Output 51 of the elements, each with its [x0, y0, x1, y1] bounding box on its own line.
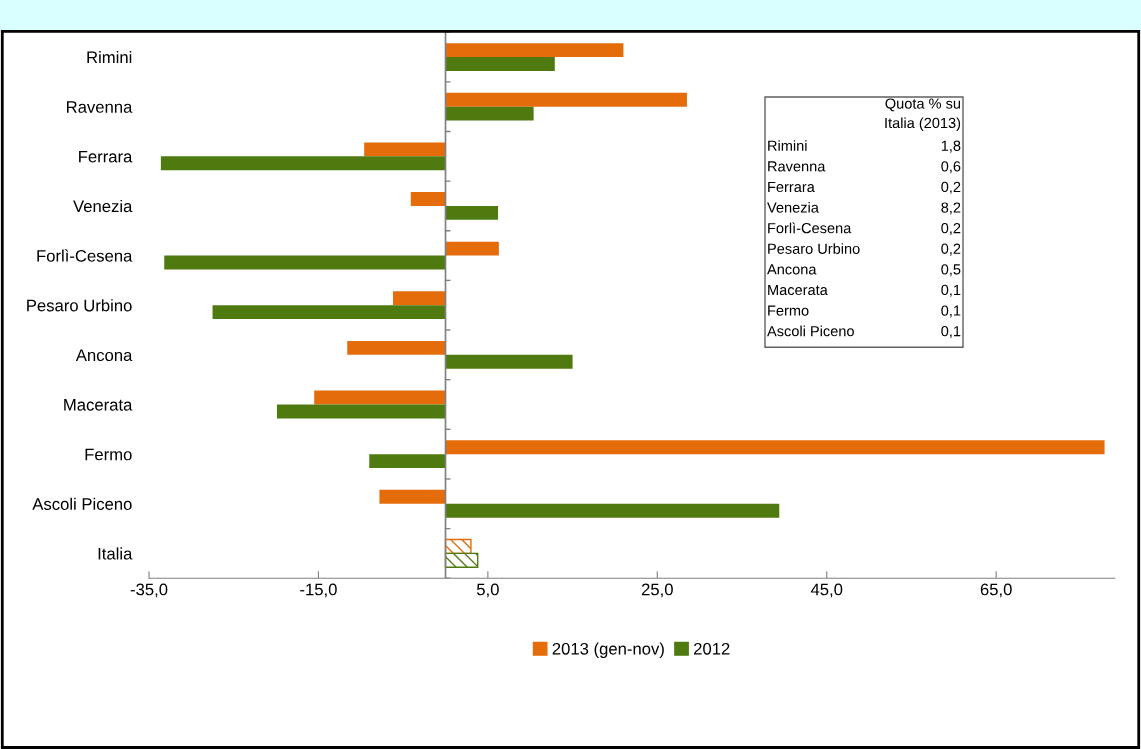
text: Ascoli Piceno 0,1 — [767, 325, 961, 339]
x-tick-label: -35,0 — [130, 583, 168, 598]
y-tick-label: Rimini — [87, 50, 132, 64]
x-tick-label: 5,0 — [476, 583, 499, 598]
bar — [444, 552, 479, 569]
bar — [212, 305, 446, 320]
text: Pesaro Urbino 0,2 — [768, 243, 961, 256]
bar — [160, 156, 446, 171]
bar — [392, 291, 446, 306]
y-tick-label: Italia — [98, 547, 133, 560]
bar — [369, 454, 446, 469]
text: Forlì-Cesena 0,2 — [768, 222, 961, 236]
bar — [445, 241, 499, 256]
bar — [445, 503, 780, 518]
bar — [164, 255, 446, 270]
text: Venezia 8,2 — [767, 202, 961, 215]
text: Rimini 1,8 — [768, 140, 961, 153]
bar — [445, 354, 573, 369]
bar — [379, 489, 446, 504]
y-tick-label: Ferrara — [79, 150, 133, 163]
y-tick-label: Pesaro Urbino — [27, 299, 132, 312]
x-tick-label: 45,0 — [810, 583, 843, 598]
x-tick-label: 65,0 — [980, 583, 1012, 598]
bar — [314, 390, 446, 405]
bar — [445, 205, 499, 220]
text: Ferrara 0,2 — [768, 181, 961, 194]
legend-label: 2012 — [694, 642, 730, 655]
bar — [445, 43, 624, 58]
bar — [445, 440, 1105, 455]
legend-label: 2013 (gen-nov) — [552, 642, 664, 658]
text: Macerata 0,1 — [768, 284, 961, 297]
bar — [364, 142, 446, 157]
text: Ravenna 0,6 — [768, 161, 961, 174]
y-tick-label: Venezia — [73, 199, 133, 213]
y-tick-label: Fermo — [85, 448, 132, 461]
y-tick-label: Ancona — [75, 349, 133, 362]
bar — [445, 92, 687, 107]
y-tick-label: Ravenna — [67, 101, 133, 113]
annotation: Quota % su Italia (2013) — [885, 98, 961, 131]
bar — [410, 192, 446, 206]
y-tick-label: Forlì-Cesena — [37, 249, 133, 262]
x-tick-label: -15,0 — [300, 583, 337, 598]
y-tick-label: Ascoli Piceno — [32, 497, 132, 510]
text: Fermo 0,1 — [768, 305, 961, 318]
bar — [276, 404, 446, 419]
bar — [347, 340, 446, 355]
text: Ancona 0,5 — [767, 264, 961, 277]
x-tick-label: 25,0 — [641, 583, 673, 598]
bar — [445, 106, 534, 121]
bar — [445, 57, 555, 71]
y-tick-label: Macerata — [64, 399, 133, 411]
